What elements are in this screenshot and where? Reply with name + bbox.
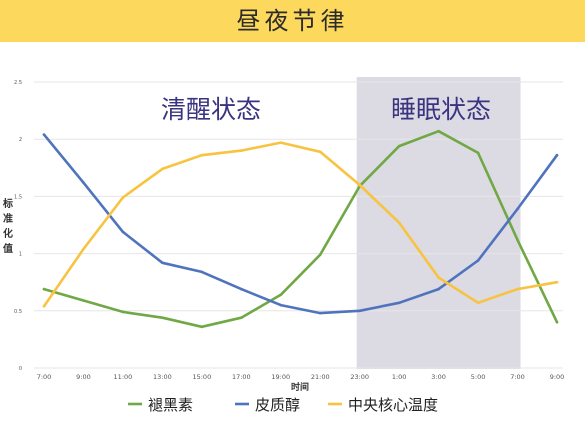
series-1-point <box>437 287 440 291</box>
series-1-point <box>200 270 204 274</box>
sleep-region-shade <box>356 77 521 369</box>
series-2-point <box>240 149 243 152</box>
region-labels: 清醒状态 睡眠状态 <box>161 95 491 124</box>
legend-label: 皮质醇 <box>255 396 300 414</box>
series-2-point <box>476 301 480 305</box>
series-0-point <box>476 151 480 155</box>
series-0-point <box>42 287 46 291</box>
series-2-point <box>279 141 283 144</box>
series-0-point <box>161 316 164 319</box>
series-1-point <box>516 207 519 211</box>
series-2-point <box>437 276 440 279</box>
x-tick-label: 7:00 <box>37 373 52 381</box>
series-2-point <box>200 153 204 157</box>
series-0-point <box>516 238 519 242</box>
series-0-point <box>121 310 125 314</box>
x-tick-label: 7:00 <box>510 373 525 381</box>
title-banner: 昼夜节律 <box>0 0 585 42</box>
series-0-point <box>240 316 243 319</box>
legend: 褪黑素 皮质醇 中央核心温度 <box>128 396 438 414</box>
sleep-region-layer <box>356 77 521 369</box>
series-2-point <box>516 287 519 291</box>
x-tick-label: 19:00 <box>271 373 290 381</box>
series-1-point <box>240 287 243 291</box>
x-tick-label: 9:00 <box>76 373 91 381</box>
x-tick-label: 17:00 <box>232 373 251 381</box>
series-line-1 <box>42 133 559 315</box>
y-tick-label: 0.5 <box>14 309 22 315</box>
x-tick-label: 11:00 <box>114 373 133 381</box>
series-0-point <box>555 320 559 324</box>
series-0-point <box>437 129 440 133</box>
banner-title: 昼夜节律 <box>236 7 349 35</box>
series-2-point <box>82 247 85 251</box>
y-tick-label: 1.5 <box>14 194 22 200</box>
y-axis-title-char: 值 <box>3 242 13 255</box>
series-0-point <box>82 299 85 302</box>
y-tick-label: 0 <box>19 366 22 372</box>
series-1-point <box>82 181 85 184</box>
series-1-point <box>121 230 125 234</box>
series-1-point <box>555 153 559 157</box>
series-2-point <box>318 150 322 154</box>
series-2-point <box>555 280 559 284</box>
x-tick-label: 15:00 <box>192 373 211 381</box>
x-axis-title: 时间 <box>291 381 309 393</box>
series-1-point <box>279 303 283 307</box>
x-tick-label: 1:00 <box>392 373 407 381</box>
series-1-point <box>476 259 480 262</box>
series-2-point <box>42 304 46 308</box>
x-tick-label: 3:00 <box>431 373 446 381</box>
sleep-region-label: 睡眠状态 <box>391 95 491 124</box>
series-2-point <box>397 221 401 225</box>
series-line-0 <box>42 129 559 329</box>
series-1-point <box>161 261 164 265</box>
series-2-point <box>358 183 361 187</box>
legend-label: 褪黑素 <box>148 396 193 414</box>
x-tick-label: 21:00 <box>311 373 330 381</box>
series-0-point <box>397 144 401 148</box>
y-tick-label: 2.5 <box>14 80 22 86</box>
series-1-point <box>42 133 46 136</box>
series-1-point <box>358 309 361 313</box>
x-tick-label: 13:00 <box>153 373 172 381</box>
series-0-point <box>279 293 283 297</box>
y-axis-title-char: 准 <box>3 212 13 225</box>
series-1-point <box>318 311 322 315</box>
y-axis-title-char: 化 <box>3 227 13 240</box>
series-0-point <box>200 325 204 329</box>
y-axis-ticks: 0 0.5 1 1.5 2 2.5 <box>14 80 22 372</box>
series-0-point <box>318 253 322 257</box>
series-lines <box>42 129 559 329</box>
series-line-2 <box>42 141 559 308</box>
y-axis-title: 标准化值 <box>2 197 13 255</box>
x-tick-label: 5:00 <box>471 373 486 381</box>
circadian-line-chart: 0 0.5 1 1.5 2 2.5 7:00 9:00 11:00 13:00 15:00 17:0… <box>2 77 565 414</box>
y-tick-label: 1 <box>19 252 22 258</box>
x-tick-label: 23:00 <box>350 373 369 381</box>
x-axis-ticks: 7:00 9:00 11:00 13:00 15:00 17:00 19:00 21:00 23… <box>37 373 565 381</box>
x-tick-label: 9:00 <box>550 373 565 381</box>
y-axis-title-char: 标 <box>2 197 13 210</box>
awake-region-label: 清醒状态 <box>161 95 261 124</box>
series-2-point <box>161 167 164 171</box>
series-2-point <box>121 196 125 199</box>
y-tick-label: 2 <box>19 137 22 143</box>
legend-label: 中央核心温度 <box>348 396 438 414</box>
series-1-point <box>397 301 401 305</box>
